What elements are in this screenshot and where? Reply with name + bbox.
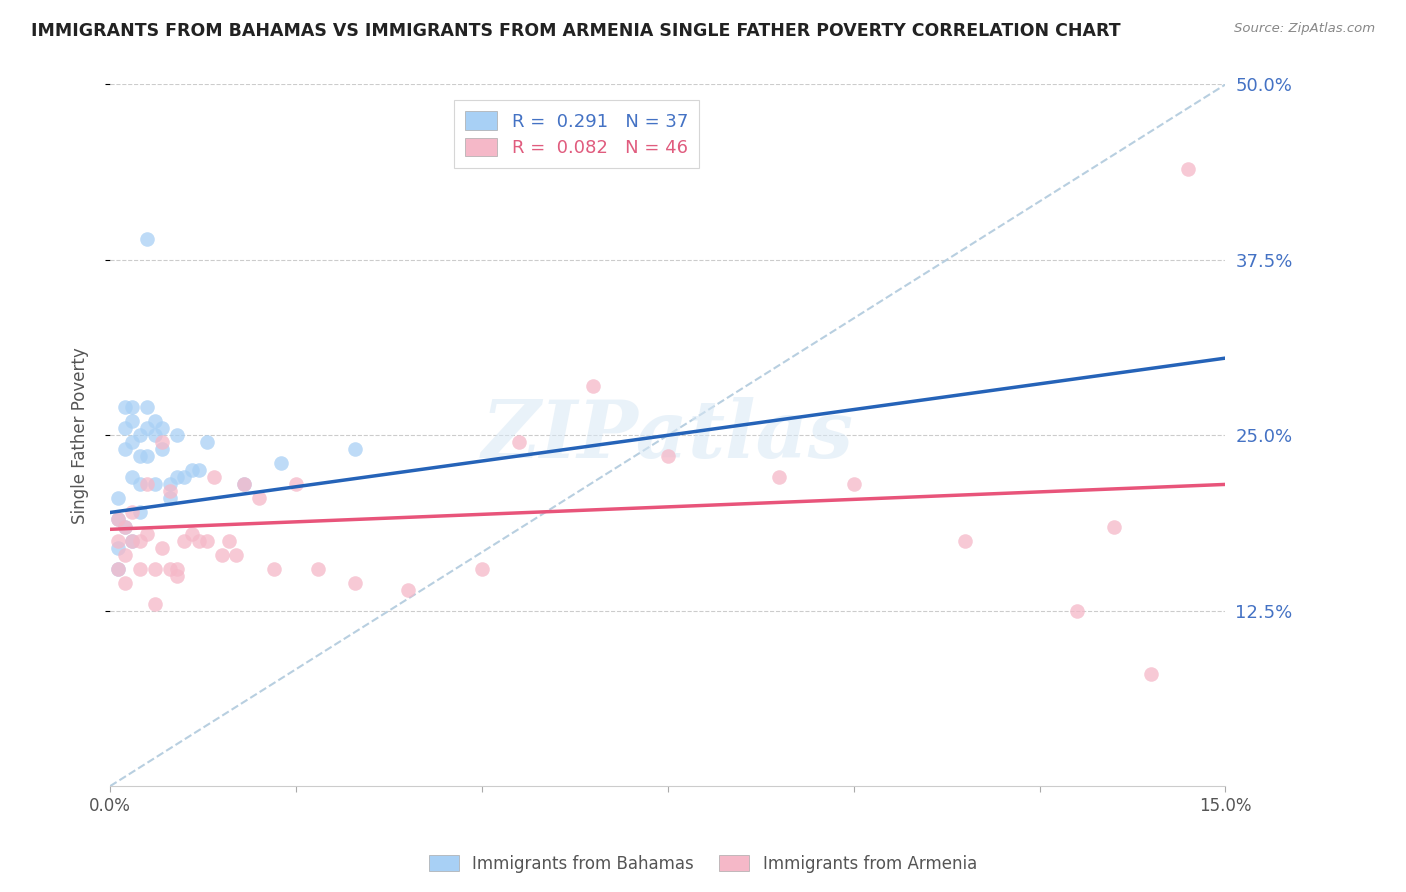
Point — [344, 442, 367, 457]
Point — [107, 561, 129, 575]
Point — [128, 506, 150, 520]
Point — [114, 442, 136, 457]
Point — [150, 442, 173, 457]
Point — [471, 561, 494, 575]
Point — [218, 533, 240, 548]
Point — [136, 477, 159, 491]
Point — [136, 526, 159, 541]
Point — [150, 421, 173, 435]
Point — [188, 463, 211, 477]
Point — [136, 421, 159, 435]
Point — [166, 568, 188, 582]
Point — [121, 401, 143, 415]
Point — [150, 541, 173, 555]
Point — [247, 491, 270, 506]
Point — [143, 477, 166, 491]
Point — [263, 561, 285, 575]
Point — [107, 561, 129, 575]
Point — [128, 561, 150, 575]
Point — [396, 582, 419, 597]
Y-axis label: Single Father Poverty: Single Father Poverty — [72, 347, 89, 524]
Point — [159, 491, 181, 506]
Point — [232, 477, 254, 491]
Point — [136, 450, 159, 464]
Point — [107, 533, 129, 548]
Text: ZIPatlas: ZIPatlas — [482, 397, 853, 474]
Point — [195, 435, 218, 450]
Point — [166, 470, 188, 484]
Point — [121, 506, 143, 520]
Legend: Immigrants from Bahamas, Immigrants from Armenia: Immigrants from Bahamas, Immigrants from… — [422, 848, 984, 880]
Point — [188, 533, 211, 548]
Point — [307, 561, 329, 575]
Point — [195, 533, 218, 548]
Point — [114, 519, 136, 533]
Point — [121, 470, 143, 484]
Point — [1102, 519, 1125, 533]
Point — [955, 533, 977, 548]
Point — [107, 512, 129, 526]
Point — [128, 477, 150, 491]
Text: IMMIGRANTS FROM BAHAMAS VS IMMIGRANTS FROM ARMENIA SINGLE FATHER POVERTY CORRELA: IMMIGRANTS FROM BAHAMAS VS IMMIGRANTS FR… — [31, 22, 1121, 40]
Point — [114, 575, 136, 590]
Point — [128, 533, 150, 548]
Point — [121, 533, 143, 548]
Point — [114, 548, 136, 562]
Point — [166, 428, 188, 442]
Point — [1177, 161, 1199, 176]
Point — [225, 548, 247, 562]
Point — [173, 533, 195, 548]
Point — [114, 519, 136, 533]
Point — [159, 477, 181, 491]
Point — [270, 456, 292, 470]
Point — [159, 561, 181, 575]
Point — [136, 232, 159, 246]
Point — [121, 414, 143, 428]
Point — [202, 470, 225, 484]
Point — [121, 533, 143, 548]
Point — [143, 597, 166, 611]
Point — [173, 470, 195, 484]
Point — [285, 477, 308, 491]
Text: Source: ZipAtlas.com: Source: ZipAtlas.com — [1234, 22, 1375, 36]
Point — [180, 463, 202, 477]
Point — [107, 512, 129, 526]
Point — [121, 435, 143, 450]
Point — [232, 477, 254, 491]
Point — [143, 414, 166, 428]
Point — [128, 428, 150, 442]
Point — [657, 450, 679, 464]
Point — [150, 435, 173, 450]
Point — [128, 450, 150, 464]
Point — [143, 428, 166, 442]
Point — [211, 548, 233, 562]
Point — [1140, 666, 1163, 681]
Point — [159, 484, 181, 499]
Point — [768, 470, 790, 484]
Point — [107, 541, 129, 555]
Point — [582, 379, 605, 393]
Point — [842, 477, 865, 491]
Point — [166, 561, 188, 575]
Point — [114, 401, 136, 415]
Point — [1066, 604, 1088, 618]
Point — [107, 491, 129, 506]
Point — [136, 401, 159, 415]
Point — [508, 435, 530, 450]
Legend: R =  0.291   N = 37, R =  0.082   N = 46: R = 0.291 N = 37, R = 0.082 N = 46 — [454, 101, 699, 168]
Point — [143, 561, 166, 575]
Point — [180, 526, 202, 541]
Point — [114, 421, 136, 435]
Point — [344, 575, 367, 590]
